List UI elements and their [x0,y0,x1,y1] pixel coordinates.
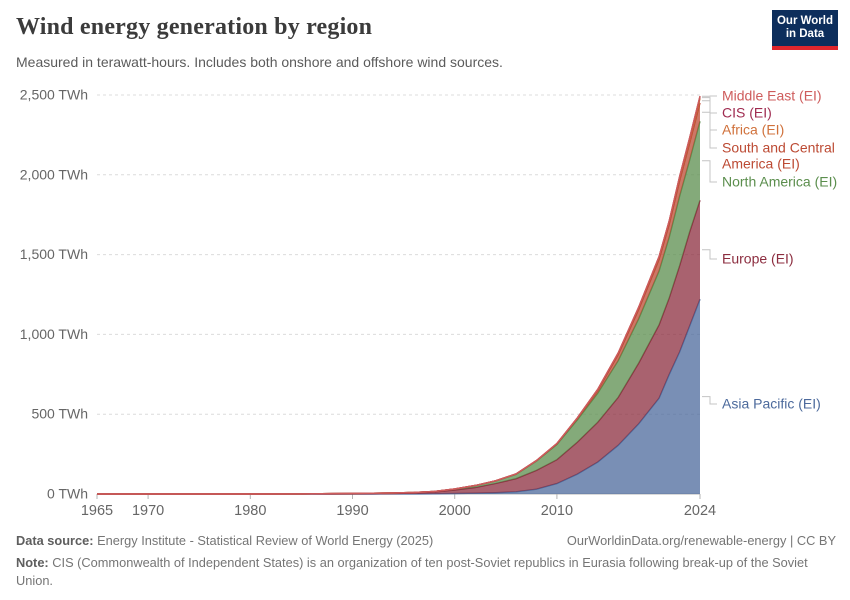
area-europe[interactable] [97,200,700,495]
legend-connector-cis [702,97,717,114]
legend-label-south-central-america[interactable]: South and Central America (EI) [722,140,835,172]
stacked-area-chart[interactable]: 0 TWh 500 TWh 1,000 TWh 1,500 TWh 2,000 TWh 2… [0,0,850,530]
area-asia-pacific[interactable] [97,299,700,494]
x-axis-tick-label: 1980 [234,503,266,519]
legend-connector-north-america [702,160,717,183]
legend-connector-africa [702,100,717,131]
legend-label-north-america[interactable]: North America (EI) [722,174,837,190]
x-axis-tick-label: 2000 [439,503,471,519]
x-axis-tick-label: 1965 [81,503,113,519]
y-axis-tick-label: 2,500 TWh [20,87,88,103]
legend-label-europe[interactable]: Europe (EI) [722,251,794,267]
legend-connector-asia-pacific [702,396,717,405]
footnote-text: CIS (Commonwealth of Independent States)… [16,554,808,589]
y-axis-tick-label: 2,000 TWh [20,166,88,182]
legend-label-cis[interactable]: CIS (EI) [722,105,772,121]
footnote-label: Note: [16,554,49,570]
data-source-text: Energy Institute - Statistical Review of… [97,533,434,548]
x-axis-tick-label: 2010 [541,503,573,519]
attribution-link[interactable]: OurWorldinData.org/renewable-energy | CC… [566,533,836,548]
x-axis-tick-label: 1970 [132,503,164,519]
page-subtitle: Measured in terawatt-hours. Includes bot… [16,54,503,70]
legend-connector-europe [702,249,717,260]
footnote: Note: CIS (Commonwealth of Independent S… [16,554,836,591]
y-axis-tick-label: 0 TWh [47,486,88,502]
y-axis-tick-label: 1,000 TWh [20,326,88,342]
legend-label-africa[interactable]: Africa (EI) [722,122,784,138]
legend-label-middle-east[interactable]: Middle East (EI) [722,88,822,104]
legend-label-asia-pacific[interactable]: Asia Pacific (EI) [722,396,821,412]
page-title: Wind energy generation by region [16,14,373,40]
owid-logo-line2: in Data [785,28,825,40]
owid-logo-line1: Our World [776,15,833,27]
data-source-label: Data source: [16,533,94,548]
y-axis-tick-label: 500 TWh [31,406,88,422]
y-axis-tick-label: 1,500 TWh [20,246,88,262]
area-outline-middle-east [97,95,701,495]
x-axis-tick-label: 1990 [336,503,368,519]
data-source: Data source: Energy Institute - Statisti… [16,532,433,551]
x-axis-tick-label: 2024 [684,503,716,519]
footer: Data source: Energy Institute - Statisti… [16,532,836,591]
owid-logo[interactable]: Our World in Data [772,10,838,50]
